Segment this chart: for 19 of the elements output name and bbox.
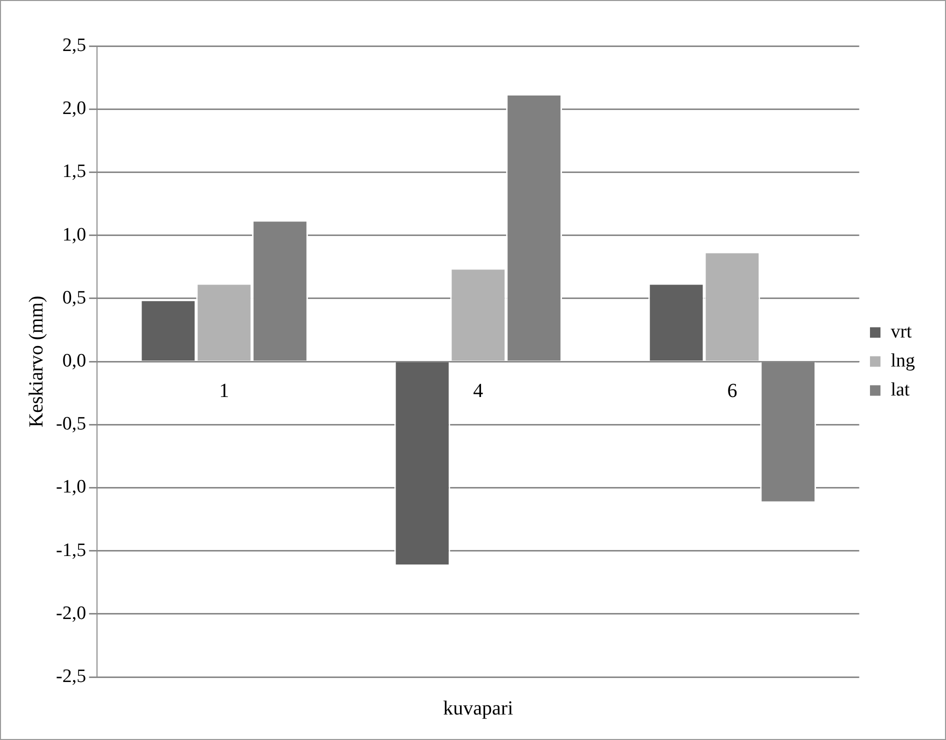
y-tick-label: 1,5 <box>62 161 86 182</box>
x-tick-label: 4 <box>473 380 484 402</box>
y-tick-label: -1,5 <box>56 540 86 561</box>
y-tick-label: 1,0 <box>62 224 86 246</box>
y-tick-label: 0,5 <box>62 287 86 308</box>
y-tick-label: -2,5 <box>56 666 86 687</box>
y-tick-label: -1,0 <box>56 476 86 498</box>
legend-label: vrt <box>890 321 913 342</box>
legend-label: lat <box>890 379 910 400</box>
y-axis-title: Keskiarvo (mm) <box>25 296 48 428</box>
y-tick-label: -0,5 <box>56 414 86 435</box>
y-tick-label: 2,0 <box>62 98 86 120</box>
y-tick-label: 2,5 <box>62 34 86 56</box>
y-tick-label: 0,0 <box>62 350 86 372</box>
y-tick-label: -2,0 <box>56 602 86 624</box>
legend-label: lng <box>890 350 916 372</box>
x-tick-label: 1 <box>219 380 230 402</box>
x-tick-label: 6 <box>727 380 738 402</box>
x-axis-title: kuvapari <box>443 697 514 720</box>
